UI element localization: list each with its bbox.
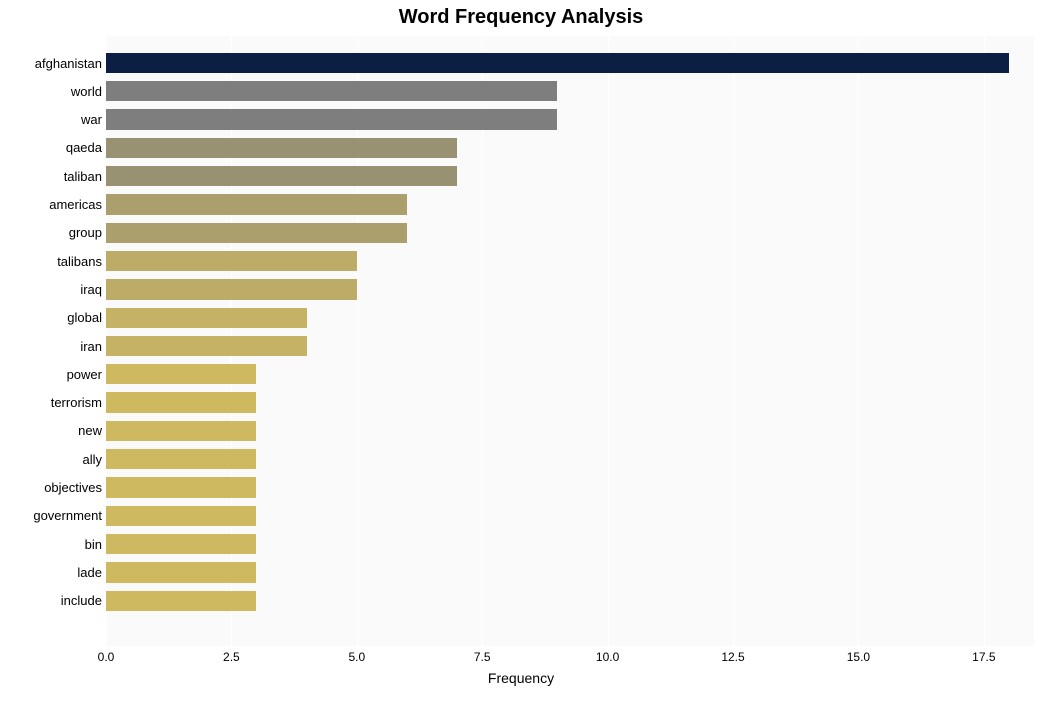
- chart-title: Word Frequency Analysis: [0, 6, 1042, 29]
- bar-row: [106, 279, 1034, 299]
- bar: [106, 251, 357, 271]
- plot-area: [106, 36, 1034, 646]
- bar: [106, 81, 557, 101]
- y-tick-label: objectives: [44, 480, 102, 495]
- bar: [106, 591, 256, 611]
- bar: [106, 308, 307, 328]
- bar-row: [106, 364, 1034, 384]
- bar-row: [106, 308, 1034, 328]
- y-tick-label: americas: [49, 197, 102, 212]
- y-tick-label: qaeda: [66, 140, 102, 155]
- bar: [106, 109, 557, 129]
- bar-row: [106, 506, 1034, 526]
- x-tick-label: 2.5: [223, 650, 240, 664]
- bar-row: [106, 53, 1034, 73]
- y-tick-label: afghanistan: [35, 56, 102, 71]
- bar-row: [106, 534, 1034, 554]
- x-tick-label: 10.0: [596, 650, 619, 664]
- bar-row: [106, 251, 1034, 271]
- bar: [106, 562, 256, 582]
- bar-row: [106, 421, 1034, 441]
- y-tick-label: include: [61, 593, 102, 608]
- bar-row: [106, 194, 1034, 214]
- y-tick-label: new: [78, 423, 102, 438]
- x-tick-label: 5.0: [348, 650, 365, 664]
- bar: [106, 534, 256, 554]
- x-axis-title: Frequency: [0, 670, 1042, 686]
- y-tick-label: power: [67, 367, 102, 382]
- bar-row: [106, 81, 1034, 101]
- x-tick-label: 7.5: [474, 650, 491, 664]
- bar-row: [106, 109, 1034, 129]
- bar-row: [106, 166, 1034, 186]
- bar-row: [106, 562, 1034, 582]
- y-tick-label: terrorism: [51, 395, 102, 410]
- bar: [106, 138, 457, 158]
- bar: [106, 53, 1009, 73]
- bar-row: [106, 477, 1034, 497]
- bar-row: [106, 138, 1034, 158]
- y-tick-label: ally: [82, 452, 102, 467]
- bar-row: [106, 449, 1034, 469]
- bar: [106, 166, 457, 186]
- y-tick-label: war: [81, 112, 102, 127]
- bar-row: [106, 392, 1034, 412]
- bar: [106, 364, 256, 384]
- y-tick-label: world: [71, 84, 102, 99]
- bar: [106, 421, 256, 441]
- bar: [106, 506, 256, 526]
- bar: [106, 449, 256, 469]
- y-tick-label: government: [33, 508, 102, 523]
- bar: [106, 477, 256, 497]
- bar: [106, 336, 307, 356]
- bar-row: [106, 336, 1034, 356]
- y-tick-label: iran: [80, 339, 102, 354]
- y-tick-label: lade: [77, 565, 102, 580]
- y-tick-label: group: [69, 225, 102, 240]
- x-tick-label: 15.0: [847, 650, 870, 664]
- bar: [106, 279, 357, 299]
- x-tick-label: 17.5: [972, 650, 995, 664]
- bar-row: [106, 591, 1034, 611]
- y-tick-label: bin: [85, 537, 102, 552]
- bar: [106, 194, 407, 214]
- y-tick-label: global: [67, 310, 102, 325]
- y-tick-label: iraq: [80, 282, 102, 297]
- bar: [106, 223, 407, 243]
- y-tick-label: talibans: [57, 254, 102, 269]
- bar: [106, 392, 256, 412]
- y-tick-label: taliban: [64, 169, 102, 184]
- x-tick-label: 12.5: [721, 650, 744, 664]
- x-tick-label: 0.0: [98, 650, 115, 664]
- bar-row: [106, 223, 1034, 243]
